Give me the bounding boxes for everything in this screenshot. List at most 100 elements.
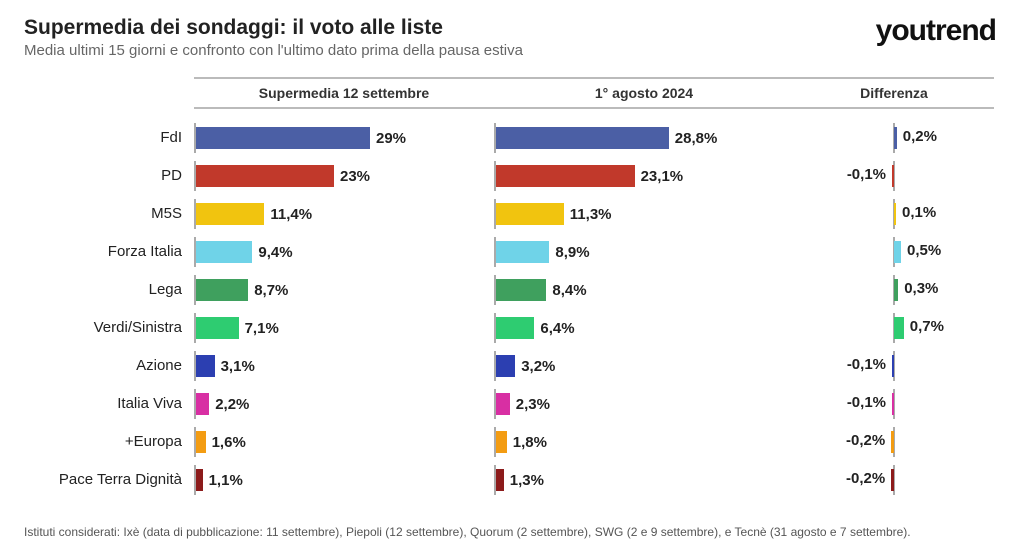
diff-label: -0,2% xyxy=(846,432,885,449)
axis-line xyxy=(194,161,196,191)
logo: youtrend xyxy=(876,16,996,46)
bar-previous xyxy=(496,165,635,187)
diff-cell: 0,7% xyxy=(794,309,994,347)
diff-cell: -0,1% xyxy=(794,157,994,195)
bar-cell-current: 7,1% xyxy=(194,309,494,347)
diff-bar xyxy=(894,317,904,339)
bar-cell-previous: 23,1% xyxy=(494,157,794,195)
bar-cell-current: 9,4% xyxy=(194,233,494,271)
bar-cell-current: 11,4% xyxy=(194,195,494,233)
value-label-previous: 1,3% xyxy=(510,472,544,489)
colhead-2: 1° agosto 2024 xyxy=(494,77,794,109)
axis-line xyxy=(194,313,196,343)
bar-previous xyxy=(496,393,510,415)
chart-title: Supermedia dei sondaggi: il voto alle li… xyxy=(24,16,876,40)
value-label-current: 23% xyxy=(340,168,370,185)
bar-cell-previous: 8,4% xyxy=(494,271,794,309)
diff-bar xyxy=(894,203,896,225)
axis-line xyxy=(494,389,496,419)
diff-label: -0,1% xyxy=(847,166,886,183)
bar-current xyxy=(196,317,239,339)
titles: Supermedia dei sondaggi: il voto alle li… xyxy=(24,16,876,59)
bar-previous xyxy=(496,279,546,301)
diff-label: -0,1% xyxy=(847,356,886,373)
axis-line xyxy=(494,313,496,343)
axis-line xyxy=(494,199,496,229)
diff-bar xyxy=(894,279,898,301)
diff-bar xyxy=(892,393,894,415)
party-label: Italia Viva xyxy=(24,385,194,423)
party-label: Pace Terra Dignità xyxy=(24,461,194,499)
value-label-current: 11,4% xyxy=(270,206,312,223)
axis-line xyxy=(494,275,496,305)
party-label: PD xyxy=(24,157,194,195)
bar-cell-previous: 3,2% xyxy=(494,347,794,385)
value-label-current: 1,1% xyxy=(209,472,243,489)
bar-cell-previous: 8,9% xyxy=(494,233,794,271)
axis-line xyxy=(494,123,496,153)
diff-label: 0,1% xyxy=(902,204,936,221)
colhead-blank xyxy=(24,77,194,109)
diff-cell: -0,2% xyxy=(794,461,994,499)
diff-label: 0,3% xyxy=(904,280,938,297)
value-label-previous: 6,4% xyxy=(540,320,574,337)
axis-line xyxy=(194,275,196,305)
bar-cell-current: 29% xyxy=(194,119,494,157)
diff-bar xyxy=(892,355,894,377)
axis-line xyxy=(194,237,196,267)
diff-bar xyxy=(892,165,894,187)
party-label: Verdi/Sinistra xyxy=(24,309,194,347)
axis-line xyxy=(494,237,496,267)
value-label-previous: 28,8% xyxy=(675,130,718,147)
colhead-1: Supermedia 12 settembre xyxy=(194,77,494,109)
axis-line xyxy=(494,427,496,457)
bar-previous xyxy=(496,203,564,225)
bar-current xyxy=(196,355,215,377)
diff-cell: 0,3% xyxy=(794,271,994,309)
axis-line xyxy=(194,389,196,419)
diff-cell: 0,2% xyxy=(794,119,994,157)
diff-bar xyxy=(894,241,901,263)
diff-label: 0,5% xyxy=(907,242,941,259)
bar-cell-current: 1,6% xyxy=(194,423,494,461)
bar-cell-previous: 1,8% xyxy=(494,423,794,461)
bar-current xyxy=(196,241,252,263)
diff-label: 0,7% xyxy=(910,318,944,335)
chart-subtitle: Media ultimi 15 giorni e confronto con l… xyxy=(24,42,876,59)
bar-previous xyxy=(496,469,504,491)
bar-current xyxy=(196,393,209,415)
diff-cell: 0,5% xyxy=(794,233,994,271)
party-label: Lega xyxy=(24,271,194,309)
bar-current xyxy=(196,279,248,301)
value-label-previous: 1,8% xyxy=(513,434,547,451)
bar-previous xyxy=(496,355,515,377)
value-label-previous: 23,1% xyxy=(641,168,684,185)
bar-cell-previous: 2,3% xyxy=(494,385,794,423)
bar-current xyxy=(196,203,264,225)
bar-cell-current: 3,1% xyxy=(194,347,494,385)
bar-cell-previous: 28,8% xyxy=(494,119,794,157)
value-label-previous: 11,3% xyxy=(570,206,612,223)
bar-previous xyxy=(496,431,507,453)
bar-cell-current: 8,7% xyxy=(194,271,494,309)
bar-current xyxy=(196,469,203,491)
chart-grid: Supermedia 12 settembre 1° agosto 2024 D… xyxy=(24,77,996,499)
bar-previous xyxy=(496,317,534,339)
value-label-current: 29% xyxy=(376,130,406,147)
party-label: +Europa xyxy=(24,423,194,461)
value-label-previous: 2,3% xyxy=(516,396,550,413)
bar-cell-current: 23% xyxy=(194,157,494,195)
axis-line xyxy=(494,351,496,381)
bar-previous xyxy=(496,241,549,263)
axis-line xyxy=(494,161,496,191)
bar-current xyxy=(196,431,206,453)
diff-cell: 0,1% xyxy=(794,195,994,233)
value-label-current: 9,4% xyxy=(258,244,292,261)
bar-cell-current: 2,2% xyxy=(194,385,494,423)
diff-label: 0,2% xyxy=(903,128,937,145)
bar-previous xyxy=(496,127,669,149)
value-label-previous: 8,4% xyxy=(552,282,586,299)
axis-line xyxy=(194,427,196,457)
axis-line xyxy=(494,465,496,495)
value-label-current: 2,2% xyxy=(215,396,249,413)
